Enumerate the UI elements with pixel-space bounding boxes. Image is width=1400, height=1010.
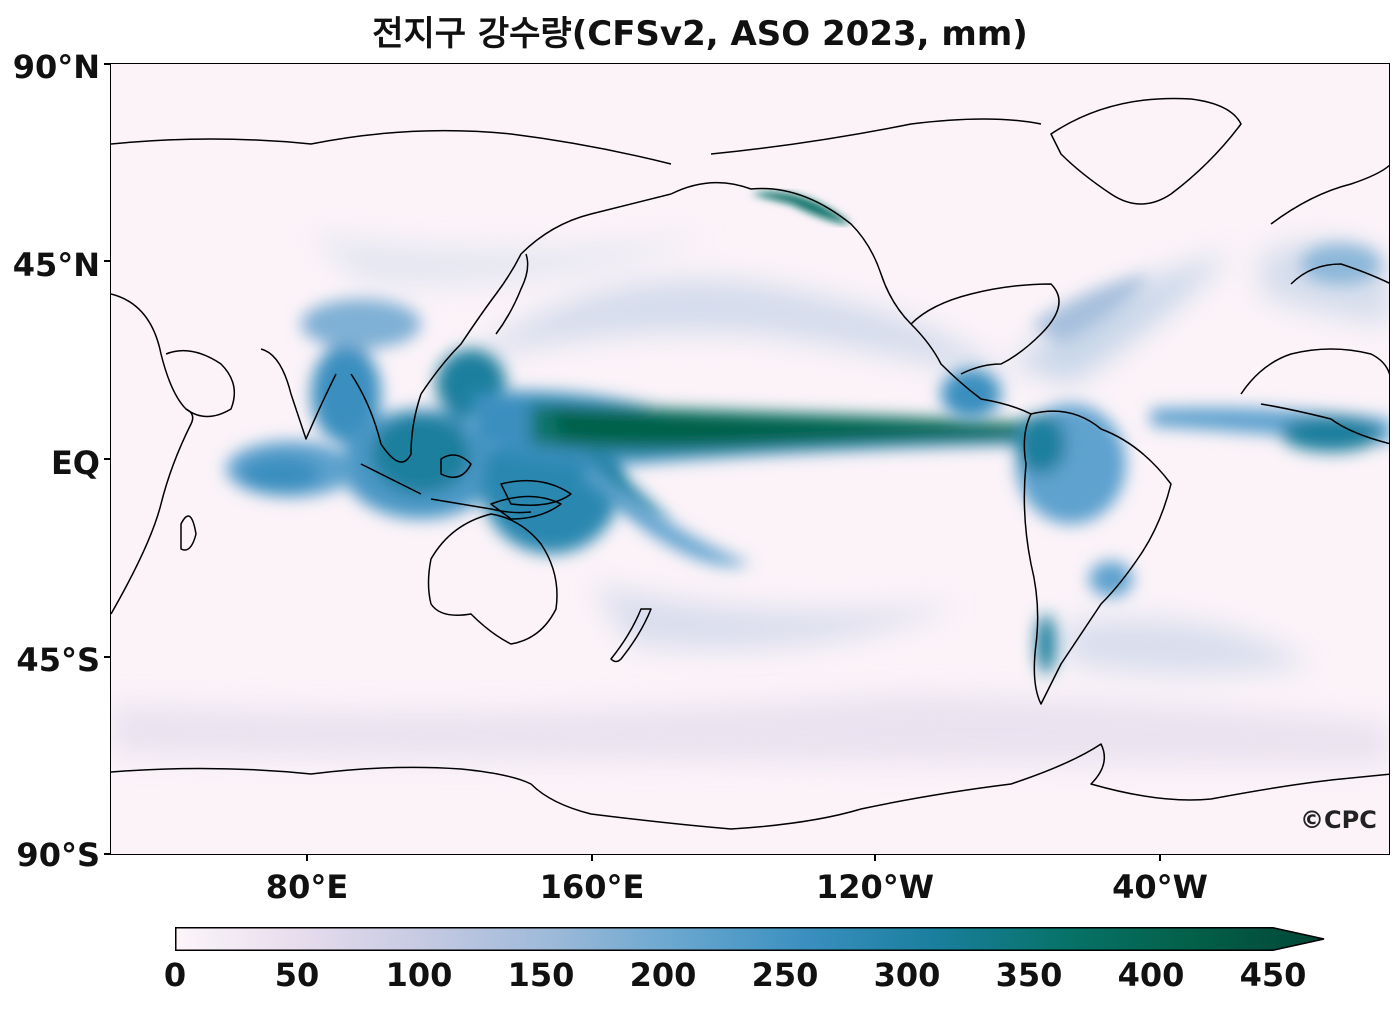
colorbar-tick-label: 50 — [274, 956, 320, 994]
lat-tick — [104, 853, 110, 855]
lat-tick — [104, 63, 110, 65]
colorbar-tick-label: 300 — [873, 956, 941, 994]
coastlines — [111, 97, 1389, 830]
colorbar-tick-label: 450 — [1239, 956, 1307, 994]
lat-tick — [104, 458, 110, 460]
lon-tick — [874, 855, 876, 861]
lon-label-160e: 160°E — [539, 868, 645, 906]
lon-tick — [306, 855, 308, 861]
lon-tick — [591, 855, 593, 861]
lat-label-90n: 90°N — [12, 48, 100, 86]
lat-tick — [104, 656, 110, 658]
lon-label-120w: 120°W — [815, 868, 935, 906]
colorbar-tick-label: 200 — [629, 956, 697, 994]
map-title: 전지구 강수량(CFSv2, ASO 2023, mm) — [372, 14, 1028, 54]
precipitation-map — [111, 97, 1389, 830]
lon-tick — [1159, 855, 1161, 861]
colorbar-tick-label: 0 — [163, 956, 187, 994]
lon-label-80e: 80°E — [265, 868, 349, 906]
colorbar-tick-label: 250 — [751, 956, 819, 994]
lat-label-90s: 90°S — [16, 836, 100, 874]
lat-tick — [104, 260, 110, 262]
lat-label-45s: 45°S — [16, 641, 100, 679]
lat-label-45n: 45°N — [12, 246, 100, 284]
precipitation-field — [111, 192, 1389, 764]
colorbar-tick-label: 100 — [385, 956, 453, 994]
lon-label-40w: 40°W — [1112, 868, 1208, 906]
cpc-watermark: ©CPC — [1300, 806, 1377, 834]
colorbar-tick-label: 400 — [1117, 956, 1185, 994]
lat-label-eq: EQ — [50, 444, 100, 482]
colorbar-tick-label: 150 — [507, 956, 575, 994]
colorbar — [175, 927, 1325, 951]
colorbar-tick-label: 350 — [995, 956, 1063, 994]
map-panel — [110, 63, 1390, 855]
